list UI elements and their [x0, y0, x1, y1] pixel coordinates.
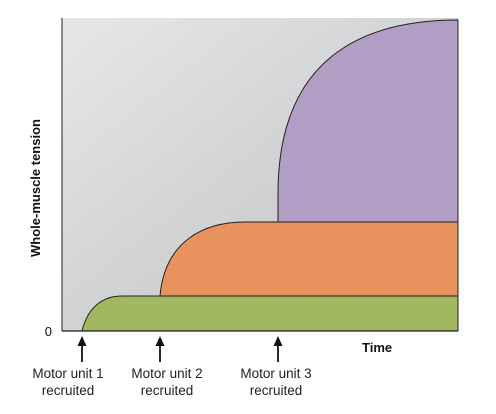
motor-unit-2-tension-area [159, 221, 459, 297]
motor-unit-2-label-line2: recruited [141, 383, 194, 398]
recruitment-arrow-unit-1 [77, 336, 87, 362]
motor-unit-1-label-line1: Motor unit 1 [32, 366, 103, 381]
motor-unit-3-tension-area [277, 19, 459, 223]
motor-unit-3-label-line2: recruited [250, 383, 303, 398]
motor-unit-2-label-line1: Motor unit 2 [131, 366, 202, 381]
y-axis-zero-label: 0 [45, 324, 52, 339]
motor-unit-1-label-line2: recruited [42, 383, 95, 398]
motor-unit-1-tension-area [81, 295, 459, 332]
recruitment-arrow-unit-2 [155, 336, 165, 362]
x-axis-title: Time [362, 340, 392, 355]
motor-unit-3-label-line1: Motor unit 3 [240, 366, 311, 381]
y-axis-title: Whole-muscle tension [28, 119, 43, 257]
recruitment-arrow-unit-3 [273, 336, 283, 362]
